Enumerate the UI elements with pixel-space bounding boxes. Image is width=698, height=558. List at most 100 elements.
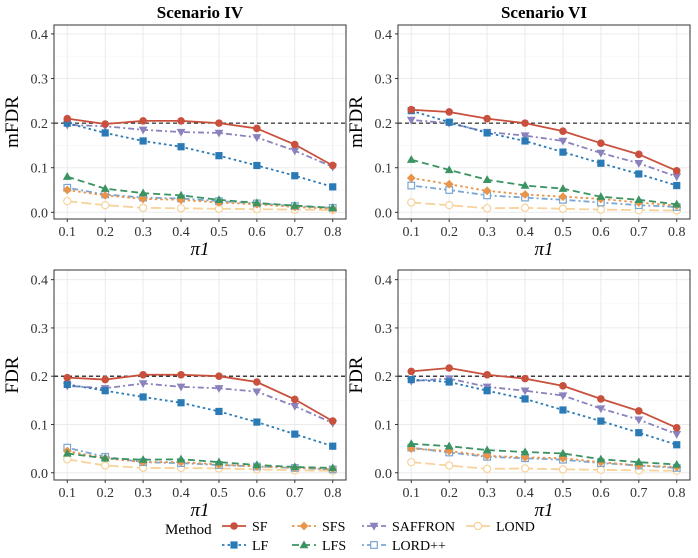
series-line (67, 189, 333, 210)
data-point (482, 204, 492, 213)
data-point (558, 137, 568, 146)
series-lfs (406, 439, 682, 468)
legend-marker (473, 521, 483, 531)
data-point (62, 185, 72, 195)
legend-item-saffron: SAFFRON (362, 520, 455, 535)
data-point (406, 155, 416, 163)
data-point (63, 119, 71, 127)
data-point (407, 198, 416, 207)
data-point (101, 129, 109, 137)
data-point (634, 416, 644, 425)
y-tick-label: 0.1 (375, 162, 393, 177)
x-tick-label: 0.7 (286, 225, 304, 240)
series-lf (63, 380, 337, 450)
y-tick-label: 0.1 (375, 418, 393, 433)
data-point (444, 165, 454, 174)
series-line (411, 442, 677, 466)
x-axis-label: π1 (190, 500, 209, 521)
y-axis-label: mFDR (346, 96, 367, 148)
legend-label: SF (252, 520, 268, 535)
data-point (63, 380, 71, 389)
x-tick-label: 0.7 (630, 486, 648, 501)
data-point (559, 127, 567, 135)
data-point (176, 128, 186, 137)
series-line (411, 177, 677, 207)
data-point (672, 424, 681, 432)
x-tick-label: 0.8 (324, 225, 342, 240)
chart-panel-4: 0.0 0.1 0.2 0.3 0.4 0.1 0.2 0.3 0.4 0.5 0.6 0.7 0.8 π… (346, 269, 691, 521)
data-point (101, 120, 109, 128)
legend-marker (299, 540, 309, 549)
data-point (520, 132, 530, 141)
data-point (520, 190, 530, 199)
x-tick-label: 0.1 (59, 486, 77, 501)
legend-label: SAFFRON (392, 520, 455, 535)
data-point (290, 147, 300, 156)
data-point (138, 203, 148, 213)
data-point (635, 170, 643, 178)
data-point (253, 378, 261, 386)
data-point (483, 370, 491, 379)
chart-panel-1: 0.0 0.1 0.2 0.3 0.4 0.1 0.2 0.3 0.4 0.5 0.6 0.7 0.8 π… (2, 3, 347, 260)
data-point (407, 367, 416, 376)
data-point (63, 114, 72, 123)
data-point (634, 195, 644, 204)
legend-item-sf: SF (222, 520, 268, 535)
y-tick-label: 0.4 (375, 274, 393, 289)
data-point (482, 464, 492, 474)
data-point (101, 375, 109, 384)
data-point (520, 180, 530, 189)
legend-label: LFS (322, 539, 346, 554)
data-point (482, 175, 492, 183)
y-tick-label: 0.0 (375, 206, 393, 221)
data-point (290, 201, 300, 209)
data-point (407, 105, 416, 114)
legend-marker (369, 522, 379, 531)
grid (398, 25, 690, 219)
data-point (177, 117, 185, 125)
y-tick-label: 0.2 (31, 117, 49, 132)
legend-marker (299, 521, 309, 531)
data-point (445, 118, 453, 126)
data-point (63, 373, 72, 382)
data-point (635, 429, 643, 437)
data-point (253, 418, 261, 426)
y-tick-label: 0.3 (375, 322, 393, 337)
data-point (138, 126, 148, 135)
data-point (253, 124, 261, 133)
series-line (411, 378, 678, 446)
series-lf (407, 107, 681, 190)
data-point (100, 453, 110, 462)
data-point (558, 184, 568, 192)
series-line (411, 158, 677, 206)
data-point (444, 179, 454, 189)
data-point (672, 199, 682, 208)
data-point (672, 430, 682, 439)
data-point (482, 451, 492, 461)
series-line (67, 117, 334, 167)
data-point (597, 395, 605, 403)
series-lf (63, 119, 337, 191)
legend: Method SF LF SFS LFS SAFFRON LORD++ LOND (165, 520, 535, 554)
series-line (67, 382, 334, 424)
y-tick-label: 0.4 (31, 274, 49, 289)
data-point (63, 455, 72, 464)
data-point (672, 173, 682, 182)
x-tick-label: 0.2 (440, 486, 458, 501)
data-point (290, 402, 300, 411)
x-tick-label: 0.4 (172, 225, 190, 240)
data-point (597, 417, 605, 425)
data-point (291, 430, 299, 438)
data-point (445, 378, 453, 386)
data-point (100, 200, 110, 210)
data-point (596, 192, 606, 200)
x-tick-label: 0.7 (286, 486, 304, 501)
data-point (290, 462, 300, 471)
x-tick-label: 0.3 (134, 225, 152, 240)
y-tick-label: 0.3 (31, 322, 49, 337)
y-axis-label: FDR (2, 356, 23, 393)
y-tick-label: 0.4 (375, 28, 393, 43)
data-point (100, 190, 110, 200)
x-tick-label: 0.8 (668, 486, 686, 501)
y-tick-label: 0.2 (375, 117, 393, 132)
